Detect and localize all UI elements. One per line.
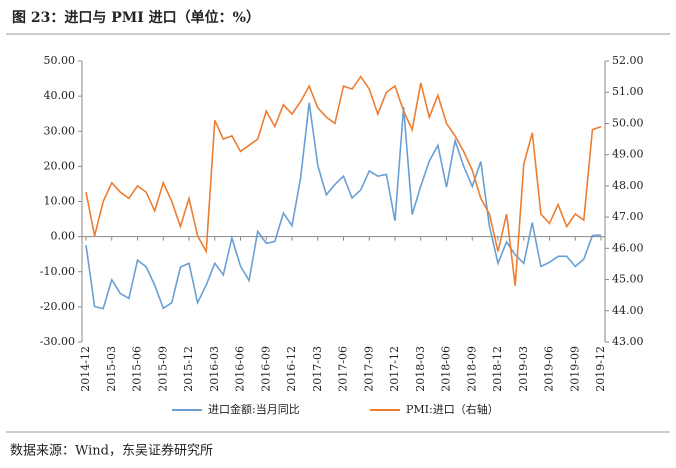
x-tick-label: 2017-12 — [388, 346, 401, 392]
y2-tick-label: 52.00 — [612, 54, 644, 67]
x-tick-label: 2016-03 — [208, 346, 221, 392]
x-tick-label: 2016-12 — [285, 346, 298, 392]
chart-title: 图 23：进口与 PMI 进口（单位：%） — [12, 9, 260, 26]
y-tick-label: 40.00 — [44, 89, 76, 102]
y-tick-label: 50.00 — [44, 54, 76, 67]
x-tick-label: 2018-09 — [465, 346, 478, 392]
y-tick-label: 30.00 — [44, 124, 76, 137]
x-tick-label: 2019-12 — [594, 346, 607, 392]
y2-tick-label: 45.00 — [612, 273, 644, 286]
legend-label: PMI:进口（右轴） — [406, 402, 499, 416]
y2-tick-label: 48.00 — [612, 179, 644, 192]
y2-tick-label: 50.00 — [612, 116, 644, 129]
y2-tick-label: 43.00 — [612, 335, 644, 348]
x-tick-label: 2014-12 — [79, 346, 92, 392]
x-tick-label: 2018-12 — [491, 346, 504, 392]
x-tick-label: 2016-09 — [259, 346, 272, 392]
x-tick-label: 2015-09 — [156, 346, 169, 392]
y-tick-label: -20.00 — [40, 300, 75, 313]
x-tick-label: 2017-09 — [362, 346, 375, 392]
x-tick-label: 2019-03 — [517, 346, 530, 392]
x-tick-label: 2018-06 — [440, 346, 453, 392]
x-tick-label: 2017-06 — [337, 346, 350, 392]
x-tick-label: 2019-09 — [568, 346, 581, 392]
y2-tick-label: 46.00 — [612, 241, 644, 254]
series-line — [85, 102, 602, 310]
legend-label: 进口金额:当月同比 — [208, 402, 300, 416]
y2-tick-label: 44.00 — [612, 304, 644, 317]
x-tick-label: 2018-03 — [414, 346, 427, 392]
x-tick-label: 2016-06 — [234, 346, 247, 392]
y-tick-label: 10.00 — [44, 195, 76, 208]
x-tick-label: 2015-06 — [131, 346, 144, 392]
x-tick-label: 2017-03 — [311, 346, 324, 392]
x-tick-label: 2019-06 — [543, 346, 556, 392]
x-tick-label: 2015-03 — [105, 346, 118, 392]
series-line — [85, 75, 602, 286]
y2-tick-label: 47.00 — [612, 210, 644, 223]
y-tick-label: 20.00 — [44, 159, 76, 172]
y2-tick-label: 49.00 — [612, 148, 644, 161]
source: 数据来源：Wind，东吴证券研究所 — [10, 443, 213, 459]
y-tick-label: 0.00 — [51, 230, 76, 243]
y2-tick-label: 51.00 — [612, 85, 644, 98]
x-tick-label: 2015-12 — [182, 346, 195, 392]
y-tick-label: -10.00 — [40, 265, 75, 278]
y-tick-label: -30.00 — [40, 335, 75, 348]
